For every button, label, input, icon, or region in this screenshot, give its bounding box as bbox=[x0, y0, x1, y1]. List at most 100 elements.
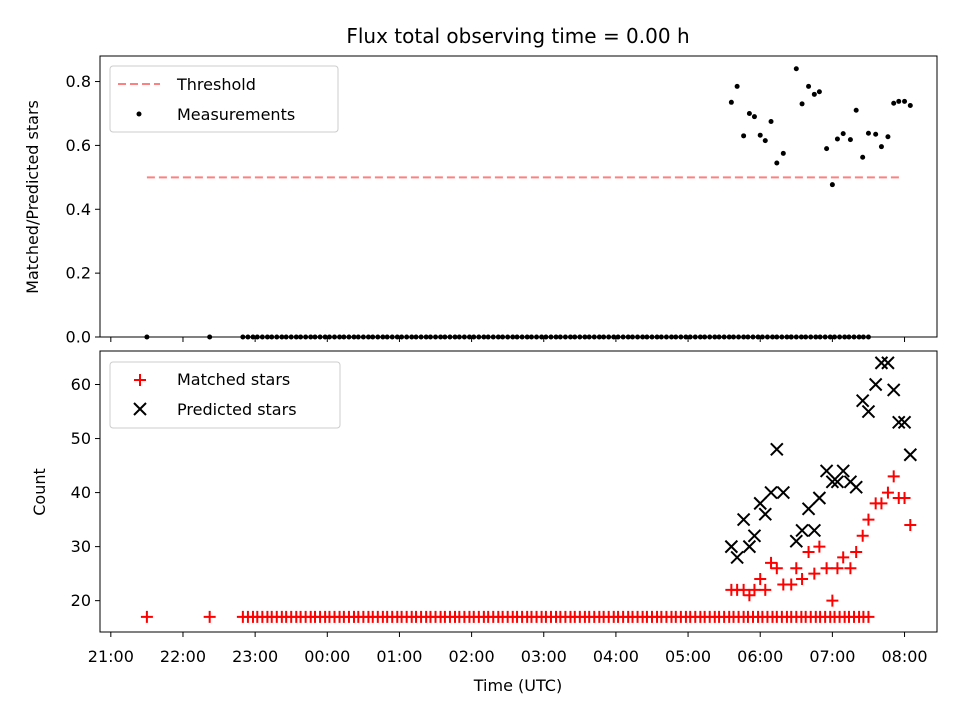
predicted-star-point bbox=[892, 415, 906, 430]
measurement-point bbox=[907, 102, 913, 108]
count-x-tick-label: 23:00 bbox=[232, 647, 278, 666]
predicted-star-point bbox=[747, 529, 762, 543]
matched-star-point bbox=[837, 551, 850, 564]
matched-star-point bbox=[862, 610, 875, 623]
legend-measurements-label: Measurements bbox=[177, 105, 295, 124]
count-x-tick-label: 05:00 bbox=[665, 647, 711, 666]
chart-title: Flux total observing time = 0.00 h bbox=[346, 24, 689, 48]
predicted-star-point bbox=[886, 383, 901, 397]
predicted-star-point bbox=[868, 377, 883, 392]
predicted-star-point bbox=[897, 415, 912, 430]
ratio-y-tick-label: 0.6 bbox=[66, 136, 91, 155]
measurement-point bbox=[734, 83, 740, 89]
count-x-tick-label: 04:00 bbox=[593, 647, 639, 666]
ratio-axes-frame bbox=[99, 55, 938, 338]
count-x-tick-label: 02:00 bbox=[449, 647, 495, 666]
predicted-star-point bbox=[830, 475, 845, 489]
predicted-star-point bbox=[855, 394, 870, 408]
measurement-point bbox=[741, 133, 747, 139]
matched-star-point bbox=[820, 562, 833, 575]
matched-star-point bbox=[850, 546, 863, 559]
count-x-tick-label: 08:00 bbox=[881, 647, 927, 666]
predicted-star-point bbox=[881, 356, 895, 370]
matched-star-point bbox=[203, 610, 216, 623]
measurement-point bbox=[840, 131, 846, 137]
ratio-y-tick-label: 0.8 bbox=[66, 72, 91, 91]
measurement-point bbox=[829, 182, 835, 188]
matched-star-point bbox=[802, 546, 815, 559]
count-y-tick-label: 20 bbox=[71, 591, 91, 610]
measurement-point bbox=[768, 118, 774, 124]
count-legend: Matched stars Predicted stars bbox=[109, 361, 341, 429]
matched-star-point bbox=[743, 589, 756, 602]
matched-star-point bbox=[796, 573, 809, 586]
matched-star-point bbox=[904, 519, 917, 532]
measurement-point bbox=[780, 150, 786, 156]
matched-star-point bbox=[765, 556, 778, 569]
predicted-star-point bbox=[836, 464, 850, 478]
ratio-y-axis-label: Matched/Predicted stars bbox=[23, 100, 42, 294]
count-legend-box bbox=[109, 361, 341, 429]
matched-star-point bbox=[785, 578, 798, 591]
matched-star-point bbox=[844, 562, 857, 575]
measurement-point bbox=[853, 107, 859, 113]
count-y-tick-label: 60 bbox=[71, 375, 91, 394]
ratio-y-ticks: 0.0 0.2 0.4 0.6 0.8 bbox=[66, 72, 100, 347]
predicted-star-point bbox=[825, 475, 840, 489]
count-y-tick-label: 40 bbox=[71, 483, 91, 502]
count-x-ticks: 21:00 22:00 23:00 00:00 01:00 02:00 03:00 04:00… bbox=[88, 632, 928, 666]
measurement-point bbox=[806, 83, 812, 89]
measurement-point bbox=[896, 98, 902, 104]
matched-star-point bbox=[759, 583, 772, 596]
measurement-point bbox=[816, 89, 822, 95]
count-y-tick-label: 50 bbox=[71, 429, 91, 448]
count-x-tick-label: 21:00 bbox=[88, 647, 134, 666]
legend-matched-label: Matched stars bbox=[177, 370, 290, 389]
matched-star-point bbox=[754, 573, 767, 586]
legend-measurements-swatch bbox=[136, 111, 142, 117]
count-x-axis-label: Time (UTC) bbox=[473, 676, 562, 695]
predicted-star-point bbox=[776, 485, 791, 500]
matched-star-point bbox=[875, 497, 888, 510]
count-x-tick-label: 03:00 bbox=[521, 647, 567, 666]
measurement-point bbox=[824, 146, 830, 152]
matched-star-point bbox=[826, 594, 839, 607]
measurement-point bbox=[793, 66, 799, 72]
measurement-point bbox=[902, 98, 908, 104]
ratio-y-tick-label: 0.4 bbox=[66, 200, 91, 219]
predicted-star-point bbox=[874, 356, 889, 370]
matched-star-point bbox=[140, 610, 153, 623]
predicted-star-point bbox=[770, 442, 784, 457]
ratio-y-tick-label: 0.0 bbox=[66, 328, 91, 347]
matched-star-point bbox=[862, 513, 875, 526]
measurement-point bbox=[860, 154, 866, 160]
predicted-star-point bbox=[795, 523, 809, 538]
measurement-point bbox=[885, 134, 891, 140]
count-y-axis-label: Count bbox=[30, 468, 49, 516]
matched-star-point bbox=[831, 562, 844, 575]
predicted-star-point bbox=[789, 534, 804, 548]
predicted-star-point bbox=[742, 539, 757, 554]
matched-star-point bbox=[748, 583, 761, 596]
ratio-x-ticks bbox=[110, 337, 906, 342]
count-axes-frame bbox=[99, 350, 938, 633]
measurement-point bbox=[757, 132, 763, 138]
count-x-tick-label: 22:00 bbox=[160, 647, 206, 666]
predicted-star-point bbox=[736, 512, 751, 527]
measurement-point bbox=[891, 100, 897, 106]
predicted-star-point bbox=[724, 539, 739, 554]
predicted-star-point bbox=[903, 448, 918, 462]
count-panel: 20 30 40 50 60 21:00 22:00 23:00 00:00 01:00 02:0… bbox=[30, 350, 938, 695]
ratio-y-tick-label: 0.2 bbox=[66, 264, 91, 283]
predicted-star-point bbox=[753, 496, 767, 511]
predicted-star-point bbox=[861, 404, 876, 419]
legend-matched-swatch bbox=[134, 374, 146, 386]
ratio-legend: Threshold Measurements bbox=[109, 65, 339, 133]
measurement-point bbox=[878, 144, 884, 150]
predicted-star-point bbox=[764, 485, 778, 500]
matched-star-point bbox=[808, 567, 821, 580]
predicted-star-point bbox=[801, 502, 816, 516]
matched-star-point bbox=[881, 486, 894, 499]
legend-threshold-label: Threshold bbox=[176, 75, 256, 94]
